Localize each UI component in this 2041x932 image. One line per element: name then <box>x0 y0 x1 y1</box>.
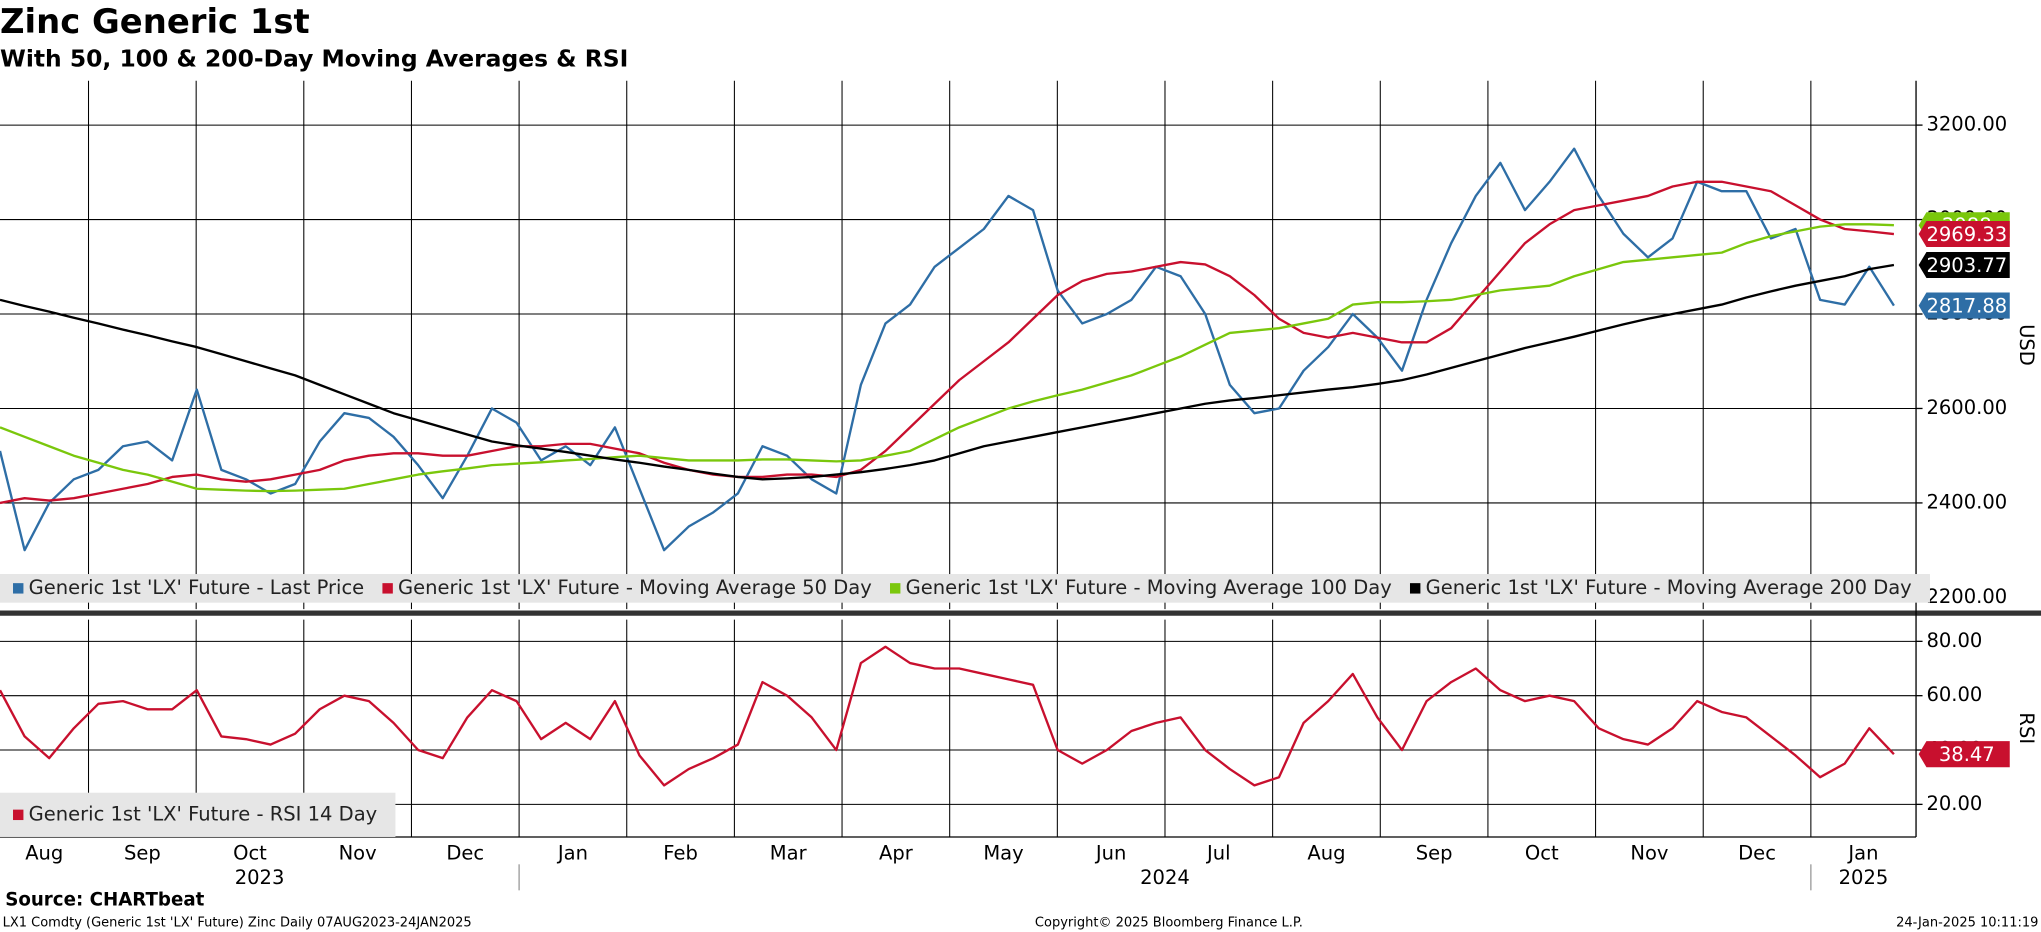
footer-left: LX1 Comdty (Generic 1st 'LX' Future) Zin… <box>3 915 472 930</box>
x-tick-label: Dec <box>1738 841 1776 864</box>
x-tick-label: Jan <box>556 841 588 864</box>
footer-center: Copyright© 2025 Bloomberg Finance L.P. <box>1035 915 1303 930</box>
x-tick-label: Jan <box>1846 841 1878 864</box>
x-tick-label: Dec <box>446 841 484 864</box>
last-value-tag <box>1918 221 2010 248</box>
x-tick-label: Mar <box>770 841 808 864</box>
x-tick-label: Jun <box>1094 841 1127 864</box>
legend: Generic 1st 'LX' Future - RSI 14 Day <box>0 792 396 837</box>
x-year-label: 2023 <box>235 866 285 889</box>
series-line <box>0 645 1895 787</box>
legend-label: Generic 1st 'LX' Future - Moving Average… <box>906 576 1392 599</box>
x-tick-label: Nov <box>1630 841 1668 864</box>
legend-label: Generic 1st 'LX' Future - RSI 14 Day <box>29 802 378 825</box>
legend-background <box>0 792 396 837</box>
series-line <box>0 147 1895 552</box>
legend-swatch <box>1409 583 1421 594</box>
legend-swatch <box>382 583 393 594</box>
legend: Generic 1st 'LX' Future - Last Price Gene… <box>0 574 1930 603</box>
y-tick-label: 2200.00 <box>1926 585 2007 608</box>
x-tick-label: Aug <box>25 841 63 864</box>
y-tick-label: 60.00 <box>1926 683 1982 706</box>
last-value-label: 2903.77 <box>1926 254 2007 277</box>
legend-label: Generic 1st 'LX' Future - Last Price <box>29 576 365 599</box>
legend-swatch <box>889 583 901 594</box>
x-tick-label: Oct <box>233 841 267 864</box>
y-axis-label: RSI <box>2015 712 2038 744</box>
legend-label: Generic 1st 'LX' Future - Moving Average… <box>1426 576 1912 599</box>
last-value-tag <box>1918 292 2010 319</box>
y-tick-label: 3200.00 <box>1926 113 2007 136</box>
y-tick-label: 2400.00 <box>1926 490 2007 513</box>
y-tick-label: 2600.00 <box>1926 396 2007 419</box>
source: Source: CHARTbeat <box>5 890 204 911</box>
x-tick-label: Aug <box>1307 841 1345 864</box>
x-tick-label: Sep <box>1416 841 1453 864</box>
last-value-label: 2817.88 <box>1926 294 2007 317</box>
x-tick-label: Apr <box>879 841 914 864</box>
y-tick-label: 20.00 <box>1926 792 1982 815</box>
last-value-label: 38.47 <box>1939 743 1995 766</box>
x-tick-label: May <box>983 841 1023 864</box>
series-line <box>0 223 1894 493</box>
x-year-label: 2024 <box>1140 866 1190 889</box>
last-value-label: 2969.33 <box>1926 223 2007 246</box>
last-value-tag <box>1918 741 2010 768</box>
x-tick-label: Nov <box>339 841 377 864</box>
series-line <box>0 180 1895 505</box>
x-tick-label: Feb <box>663 841 698 864</box>
y-axis-label: USD <box>2015 324 2038 366</box>
x-tick-label: Jul <box>1205 841 1231 864</box>
footer-right: 24-Jan-2025 10:11:19 <box>1896 915 2038 930</box>
legend-swatch <box>13 583 24 594</box>
legend-swatch <box>13 809 24 821</box>
x-tick-label: Oct <box>1525 841 1559 864</box>
legend-background <box>0 574 1930 603</box>
legend-label: Generic 1st 'LX' Future - Moving Average… <box>398 576 872 599</box>
last-value-tag <box>1918 251 2010 279</box>
y-tick-label: 80.00 <box>1926 629 1982 652</box>
x-year-label: 2025 <box>1839 866 1889 889</box>
chart-subtitle: With 50, 100 & 200-Day Moving Averages &… <box>0 44 628 72</box>
chart-title: Zinc Generic 1st <box>0 2 310 41</box>
x-tick-label: Sep <box>124 841 161 864</box>
series-line <box>0 263 1895 481</box>
